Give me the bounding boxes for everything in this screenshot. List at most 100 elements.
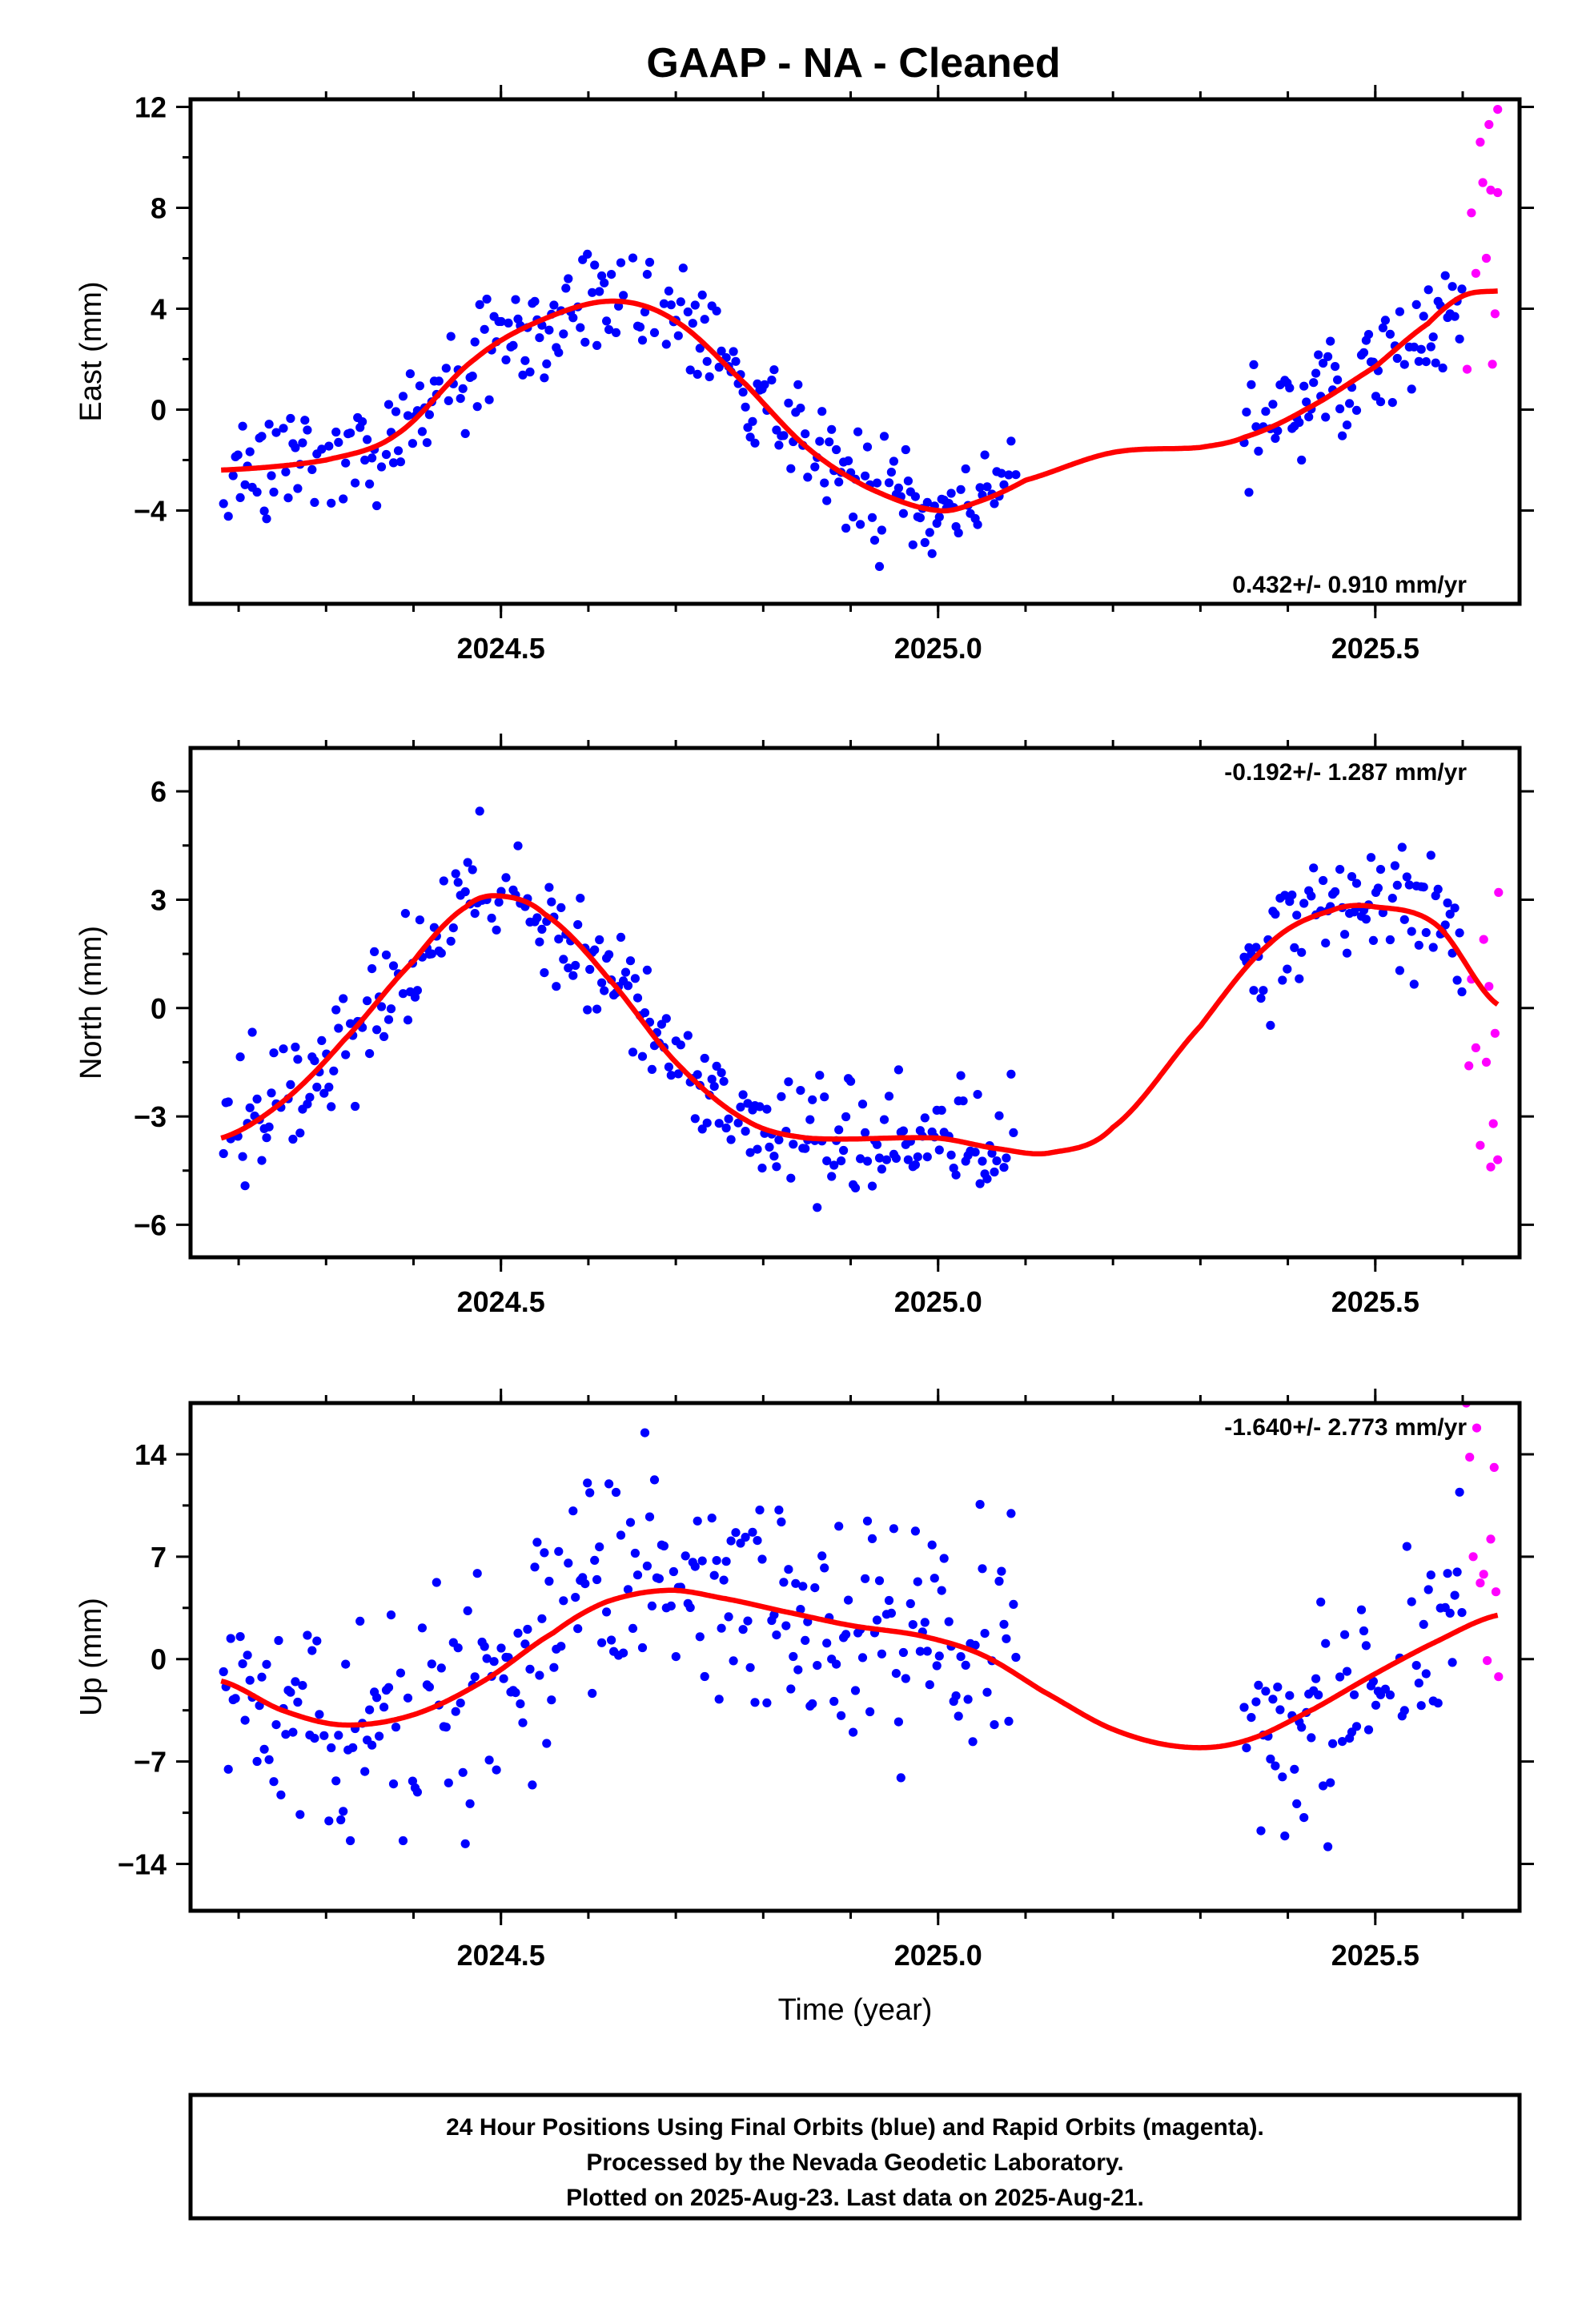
north-final-point	[446, 936, 456, 946]
east-final-point	[264, 420, 274, 429]
up-final-point	[886, 1608, 896, 1618]
up-final-point	[781, 1621, 791, 1630]
up-final-point	[801, 1635, 810, 1645]
north-final-point	[949, 1164, 958, 1173]
east-final-point	[1309, 378, 1319, 388]
north-final-point	[1321, 939, 1331, 948]
east-final-point	[1359, 348, 1369, 357]
up-final-point	[532, 1538, 542, 1547]
east-final-point	[1254, 446, 1263, 456]
north-final-point	[327, 1102, 336, 1112]
up-final-point	[1361, 1641, 1371, 1651]
up-final-point	[257, 1672, 267, 1682]
up-final-point	[1423, 1585, 1433, 1594]
north-final-point	[303, 1100, 312, 1109]
up-final-point	[951, 1691, 961, 1701]
up-final-point	[927, 1540, 937, 1550]
up-final-point	[417, 1623, 428, 1633]
up-final-point	[271, 1720, 281, 1730]
up-final-point	[669, 1566, 679, 1577]
up-final-point	[741, 1532, 750, 1542]
north-final-point	[262, 1133, 271, 1143]
up-final-point	[1268, 1695, 1278, 1704]
north-final-point	[956, 1071, 966, 1080]
east-final-point	[245, 447, 255, 456]
east-final-point	[300, 416, 310, 425]
east-final-point	[619, 291, 628, 300]
north-final-point	[1409, 979, 1419, 989]
up-final-point	[793, 1665, 803, 1675]
east-final-point	[604, 325, 614, 335]
north-final-point	[753, 1144, 762, 1154]
north-final-point	[632, 993, 643, 1003]
up-final-point	[1285, 1691, 1295, 1700]
north-final-point	[604, 950, 614, 959]
east-final-point	[841, 523, 851, 533]
north-y-tick-label: 0	[151, 992, 167, 1025]
up-final-point	[516, 1699, 525, 1709]
north-final-point	[714, 1119, 724, 1128]
east-final-point	[530, 296, 540, 306]
east-final-point	[927, 549, 937, 558]
east-final-point	[774, 440, 784, 450]
north-final-point	[564, 963, 573, 973]
north-final-point	[1450, 903, 1460, 913]
north-y-tick-label: −6	[134, 1208, 167, 1241]
north-final-point	[1295, 974, 1304, 983]
north-final-point	[1402, 872, 1411, 882]
up-final-point	[1338, 1737, 1347, 1747]
up-final-point	[772, 1630, 781, 1640]
east-final-point	[893, 483, 903, 493]
east-final-point	[259, 506, 269, 516]
east-final-point	[351, 478, 360, 488]
east-final-point	[600, 278, 609, 287]
north-final-point	[346, 1019, 355, 1028]
up-final-point	[441, 1723, 451, 1732]
north-final-point	[597, 978, 607, 987]
north-final-point	[683, 1031, 693, 1040]
up-final-point	[978, 1564, 987, 1574]
up-final-point	[774, 1506, 784, 1515]
north-final-point	[861, 1128, 870, 1137]
east-final-point	[317, 444, 327, 454]
east-fit-curve	[220, 288, 1499, 514]
east-final-point	[640, 307, 650, 317]
east-final-point	[834, 477, 844, 487]
north-y-tick-label: 3	[151, 883, 167, 916]
east-final-point	[257, 432, 267, 441]
north-final-point	[736, 1102, 745, 1112]
east-final-point	[441, 364, 451, 373]
north-final-point	[329, 1066, 339, 1076]
up-rapid-point	[1494, 1672, 1504, 1682]
east-rate-annotation: 0.432+/- 0.910 mm/yr	[1232, 572, 1467, 598]
north-y-tick-label: 6	[151, 775, 167, 808]
east-final-point	[233, 450, 243, 460]
east-final-point	[714, 362, 724, 372]
north-final-point	[874, 1153, 885, 1163]
east-final-point	[520, 356, 530, 365]
east-final-point	[920, 537, 930, 548]
north-final-point	[235, 1052, 245, 1062]
east-final-point	[825, 437, 834, 447]
north-final-point	[559, 955, 568, 964]
north-final-point	[640, 1008, 650, 1018]
north-final-point	[1457, 987, 1467, 997]
north-final-point	[786, 1173, 796, 1183]
north-final-point	[697, 1124, 707, 1134]
up-final-point	[480, 1642, 489, 1651]
north-final-point	[1392, 880, 1402, 890]
up-final-point	[1273, 1683, 1283, 1692]
east-final-point	[1244, 488, 1254, 497]
up-final-point	[1368, 1676, 1378, 1687]
east-final-point	[1345, 399, 1355, 408]
up-final-point	[849, 1727, 858, 1737]
east-final-point	[1261, 407, 1271, 416]
up-final-point	[884, 1595, 894, 1606]
east-final-point	[1273, 426, 1283, 436]
east-final-point	[748, 416, 757, 426]
north-final-point	[339, 994, 348, 1003]
north-final-point	[552, 982, 561, 991]
north-final-point	[913, 1152, 922, 1162]
east-final-point	[803, 472, 813, 482]
east-final-point	[1338, 431, 1347, 440]
